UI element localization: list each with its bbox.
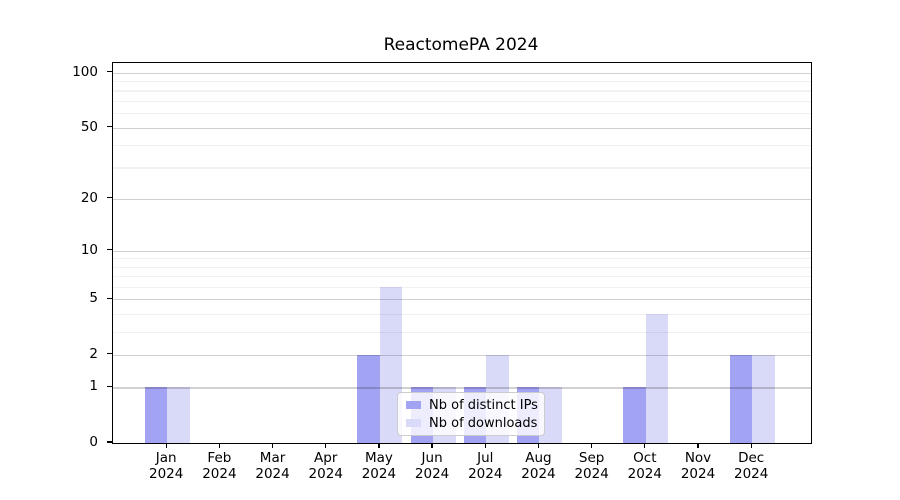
minor-gridline-80 bbox=[113, 90, 811, 92]
y-tick-label-5: 5 bbox=[89, 290, 98, 307]
legend-entry-distinct-ips: Nb of distinct IPs bbox=[406, 398, 544, 413]
bar-ips-oct bbox=[623, 387, 646, 443]
x-tick-label-jun: Jun 2024 bbox=[414, 450, 450, 482]
minor-gridline-70 bbox=[113, 100, 811, 103]
legend-swatch-distinct-ips bbox=[406, 401, 421, 409]
x-tick-mark-sep bbox=[590, 443, 593, 448]
minor-gridline-4 bbox=[113, 313, 811, 316]
y-tick-mark-1 bbox=[107, 385, 112, 388]
major-gridline-20 bbox=[113, 198, 811, 200]
x-tick-label-nov: Nov 2024 bbox=[680, 450, 716, 482]
x-tick-mark-jul bbox=[484, 443, 486, 448]
y-tick-mark-100 bbox=[107, 71, 112, 73]
bar-downloads-aug bbox=[539, 387, 562, 443]
major-gridline-10 bbox=[113, 250, 811, 252]
x-tick-mark-apr bbox=[325, 443, 327, 448]
y-tick-mark-2 bbox=[107, 353, 112, 355]
bar-ips-jan bbox=[144, 387, 168, 443]
y-tick-mark-10 bbox=[107, 248, 112, 251]
legend-swatch-downloads bbox=[406, 419, 421, 427]
x-tick-label-feb: Feb 2024 bbox=[202, 450, 237, 482]
minor-gridline-60 bbox=[113, 113, 811, 115]
y-tick-label-1: 1 bbox=[89, 378, 98, 395]
y-tick-label-100: 100 bbox=[72, 63, 98, 80]
x-tick-mark-mar bbox=[271, 443, 274, 448]
minor-gridline-8 bbox=[113, 266, 811, 268]
minor-gridline-7 bbox=[113, 276, 811, 278]
minor-gridline-6 bbox=[113, 286, 811, 289]
x-tick-mark-oct bbox=[644, 443, 646, 448]
x-tick-mark-jun bbox=[431, 443, 433, 448]
major-gridline-1 bbox=[113, 387, 811, 389]
y-tick-label-2: 2 bbox=[89, 345, 98, 362]
minor-gridline-90 bbox=[113, 81, 811, 83]
y-tick-mark-0 bbox=[107, 441, 112, 443]
major-gridline-100 bbox=[113, 72, 811, 74]
plot-area bbox=[112, 62, 812, 444]
y-tick-label-0: 0 bbox=[89, 434, 98, 450]
bar-ips-dec bbox=[729, 354, 753, 443]
legend: Nb of distinct IPs Nb of downloads bbox=[397, 392, 545, 436]
x-tick-mark-aug bbox=[537, 443, 540, 448]
x-tick-mark-jan bbox=[165, 443, 167, 448]
x-tick-label-dec: Dec 2024 bbox=[733, 450, 769, 482]
y-tick-label-20: 20 bbox=[80, 189, 98, 206]
minor-gridline-9 bbox=[113, 258, 811, 260]
x-tick-label-aug: Aug 2024 bbox=[521, 450, 556, 482]
bar-downloads-oct bbox=[645, 313, 669, 443]
x-tick-label-mar: Mar 2024 bbox=[255, 450, 290, 482]
bar-downloads-dec bbox=[752, 354, 775, 443]
legend-label-downloads: Nb of downloads bbox=[429, 415, 538, 431]
gridlines-layer bbox=[113, 63, 811, 443]
x-tick-mark-nov bbox=[697, 443, 699, 448]
x-tick-label-may: May 2024 bbox=[361, 450, 397, 482]
x-tick-label-sep: Sep 2024 bbox=[574, 450, 609, 482]
minor-gridline-3 bbox=[113, 331, 811, 333]
bar-ips-may bbox=[357, 354, 380, 443]
x-tick-label-jan: Jan 2024 bbox=[149, 450, 184, 482]
x-tick-label-jul: Jul 2024 bbox=[468, 450, 503, 482]
y-tick-mark-5 bbox=[107, 297, 112, 299]
minor-gridline-40 bbox=[113, 145, 811, 147]
legend-entry-downloads: Nb of downloads bbox=[406, 416, 544, 431]
y-tick-label-50: 50 bbox=[80, 118, 98, 135]
major-gridline-50 bbox=[113, 127, 811, 129]
y-tick-mark-50 bbox=[107, 125, 112, 128]
x-tick-mark-may bbox=[378, 443, 380, 448]
y-tick-label-10: 10 bbox=[80, 241, 98, 258]
x-tick-label-oct: Oct 2024 bbox=[627, 450, 662, 482]
minor-gridline-30 bbox=[113, 167, 811, 169]
x-tick-label-apr: Apr 2024 bbox=[308, 450, 343, 482]
x-tick-mark-feb bbox=[218, 443, 221, 448]
chart-title: ReactomePA 2024 bbox=[383, 35, 539, 55]
legend-label-distinct-ips: Nb of distinct IPs bbox=[429, 397, 538, 413]
major-gridline-2 bbox=[113, 354, 811, 357]
bar-downloads-jan bbox=[167, 387, 190, 443]
y-tick-mark-20 bbox=[107, 197, 112, 199]
major-gridline-5 bbox=[113, 299, 811, 301]
x-tick-mark-dec bbox=[750, 443, 752, 448]
bar-downloads-may bbox=[379, 286, 403, 443]
